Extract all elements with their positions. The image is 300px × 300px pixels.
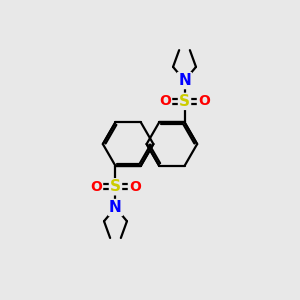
Text: O: O (198, 94, 210, 108)
Text: N: N (109, 200, 122, 215)
Text: S: S (110, 179, 121, 194)
Text: N: N (178, 73, 191, 88)
Text: O: O (129, 180, 141, 194)
Text: O: O (159, 94, 171, 108)
Text: S: S (179, 94, 190, 109)
Text: O: O (90, 180, 102, 194)
